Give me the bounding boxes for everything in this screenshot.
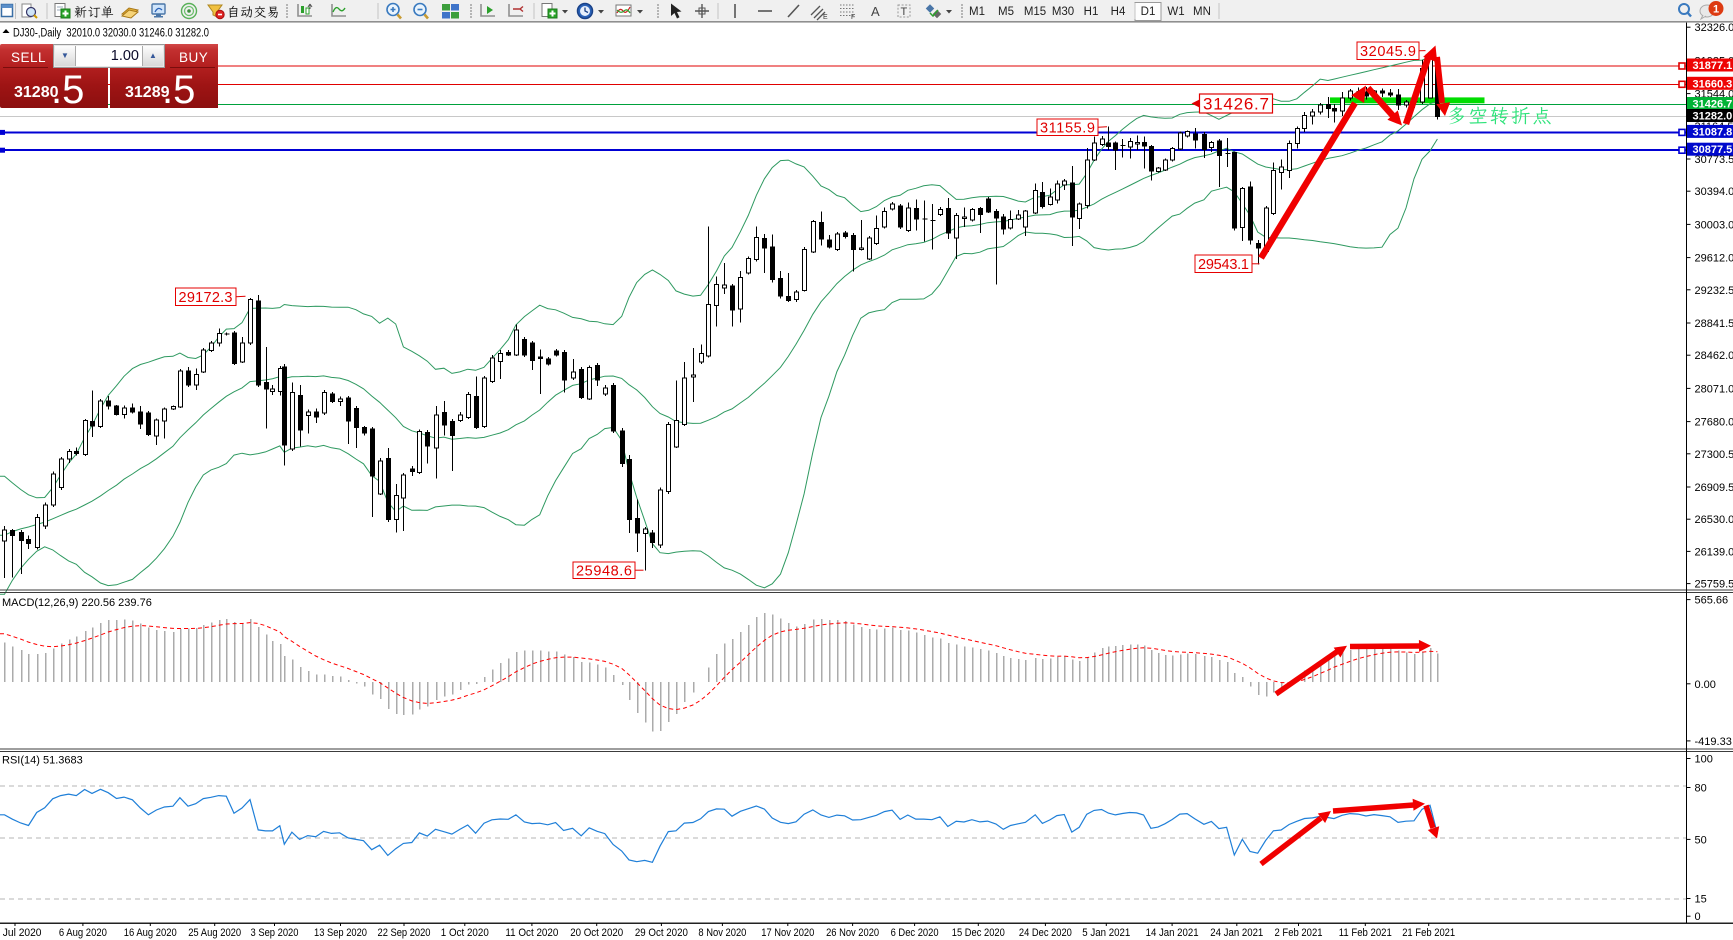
svg-text:M5: M5 [998,6,1014,18]
svg-text:26530.0: 26530.0 [1695,514,1733,526]
svg-text:20 Oct 2020: 20 Oct 2020 [570,927,623,939]
svg-text:F: F [851,14,855,21]
svg-text:6 Dec 2020: 6 Dec 2020 [891,927,939,939]
svg-text:24 Jan 2021: 24 Jan 2021 [1210,927,1263,939]
svg-text:25759.5: 25759.5 [1695,579,1733,591]
svg-text:29612.0: 29612.0 [1695,253,1733,265]
svg-text:A: A [871,4,880,19]
svg-text:30773.5: 30773.5 [1695,154,1733,166]
svg-text:29232.5: 29232.5 [1695,285,1733,297]
svg-text:DJ30-,Daily 32010.0 32030.0 3: DJ30-,Daily 32010.0 32030.0 31246.0 3128… [13,28,209,40]
svg-text:14 Jan 2021: 14 Jan 2021 [1146,927,1199,939]
svg-text:30003.0: 30003.0 [1695,219,1733,231]
svg-text:13 Sep 2020: 13 Sep 2020 [314,927,367,939]
svg-text:MN: MN [1193,6,1211,18]
svg-text:31877.1: 31877.1 [1693,60,1733,72]
svg-text:2 Feb 2021: 2 Feb 2021 [1275,927,1323,939]
svg-text:0.00: 0.00 [1695,679,1716,691]
svg-text:31426.7: 31426.7 [1693,99,1733,111]
svg-text:80: 80 [1695,783,1707,795]
svg-text:15: 15 [1695,894,1707,906]
svg-text:25948.6: 25948.6 [576,564,632,580]
svg-text:1: 1 [1713,4,1719,16]
svg-text:17 Nov 2020: 17 Nov 2020 [761,927,814,939]
svg-text:11 Oct 2020: 11 Oct 2020 [505,927,558,939]
svg-text:26909.5: 26909.5 [1695,482,1733,494]
svg-text:D1: D1 [1141,6,1156,18]
svg-text:28462.0: 28462.0 [1695,350,1733,362]
svg-text:0: 0 [1695,911,1701,923]
svg-text:31660.3: 31660.3 [1693,78,1733,90]
svg-text:3 Sep 2020: 3 Sep 2020 [251,927,299,939]
svg-text:30394.0: 30394.0 [1695,186,1733,198]
svg-text:25 Aug 2020: 25 Aug 2020 [188,927,241,939]
svg-text:RSI(14) 51.3683: RSI(14) 51.3683 [2,755,83,767]
svg-text:29543.1: 29543.1 [1198,257,1249,273]
svg-text:11 Feb 2021: 11 Feb 2021 [1339,927,1392,939]
svg-text:H4: H4 [1111,6,1126,18]
svg-text:T: T [901,6,908,18]
svg-text:28071.0: 28071.0 [1695,383,1733,395]
svg-text:31155.9: 31155.9 [1040,121,1095,137]
svg-text:-419.33: -419.33 [1695,736,1732,748]
svg-text:M1: M1 [969,6,985,18]
svg-text:16 Aug 2020: 16 Aug 2020 [124,927,177,939]
svg-text:22 Sep 2020: 22 Sep 2020 [378,927,431,939]
svg-text:32326.0: 32326.0 [1695,22,1733,34]
svg-text:27680.0: 27680.0 [1695,417,1733,429]
svg-text:50: 50 [1695,834,1707,846]
svg-text:6 Aug 2020: 6 Aug 2020 [59,927,107,939]
svg-text:28 Jul 2020: 28 Jul 2020 [0,927,42,939]
svg-text:28841.5: 28841.5 [1695,318,1733,330]
svg-text:30877.5: 30877.5 [1693,144,1733,156]
svg-text:MACD(12,26,9) 220.56 239.76: MACD(12,26,9) 220.56 239.76 [2,597,152,609]
svg-text:26139.0: 26139.0 [1695,546,1733,558]
svg-text:27300.5: 27300.5 [1695,449,1733,461]
svg-text:E: E [823,14,828,21]
svg-text:W1: W1 [1167,6,1184,18]
svg-text:15 Dec 2020: 15 Dec 2020 [952,927,1005,939]
svg-text:24 Dec 2020: 24 Dec 2020 [1019,927,1072,939]
svg-text:1 Oct 2020: 1 Oct 2020 [441,927,489,939]
svg-text:31087.8: 31087.8 [1693,126,1733,138]
svg-text:M30: M30 [1052,6,1074,18]
svg-text:29172.3: 29172.3 [179,290,233,306]
svg-text:31282.0: 31282.0 [1693,111,1733,123]
svg-text:8 Nov 2020: 8 Nov 2020 [698,927,746,939]
svg-text:H1: H1 [1084,6,1099,18]
svg-text:32045.9: 32045.9 [1360,44,1416,60]
svg-text:100: 100 [1695,754,1713,766]
svg-text:21 Feb 2021: 21 Feb 2021 [1402,927,1455,939]
svg-text:26 Nov 2020: 26 Nov 2020 [826,927,879,939]
svg-text:29 Oct 2020: 29 Oct 2020 [635,927,688,939]
svg-text:5 Jan 2021: 5 Jan 2021 [1082,927,1130,939]
svg-text:M15: M15 [1024,6,1046,18]
svg-text:565.66: 565.66 [1695,595,1729,607]
svg-text:31426.7: 31426.7 [1203,95,1269,114]
